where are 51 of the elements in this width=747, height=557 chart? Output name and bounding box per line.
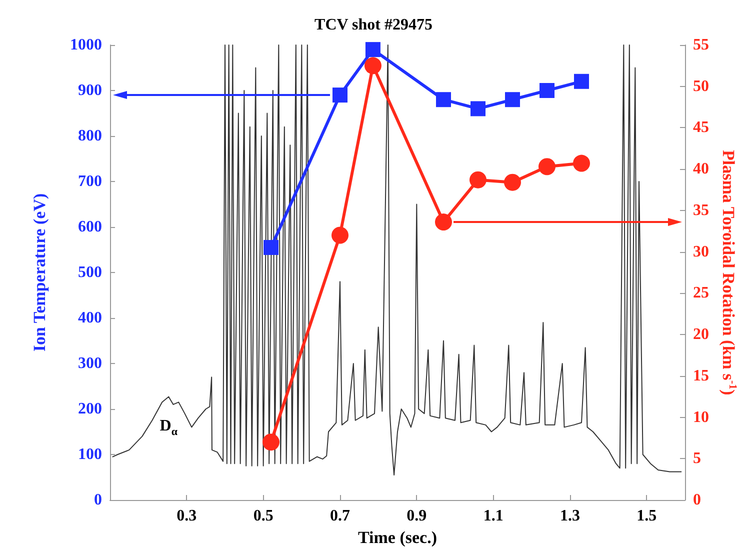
x-tick-label: 0.5 (253, 508, 274, 524)
point (332, 88, 348, 103)
point (264, 240, 278, 255)
y-tick-label: 300 (78, 355, 102, 372)
y2-tick-label: 55 (693, 36, 709, 54)
y2-tick-label: 50 (693, 78, 709, 95)
x-tick-label: 1.5 (636, 508, 657, 524)
y2-tick-label: 15 (693, 367, 709, 384)
point (504, 174, 521, 191)
x-axis-title: Time (sec.) (358, 528, 437, 547)
point (332, 226, 348, 244)
point (574, 74, 589, 89)
y-tick-label: 700 (78, 173, 102, 190)
y2-tick-label: 25 (693, 284, 709, 302)
y-tick-label: 1000 (70, 36, 102, 54)
point (364, 57, 382, 74)
x-tick-label: 0.9 (406, 508, 427, 524)
point (573, 154, 590, 172)
y-tick-label: 0 (94, 492, 102, 508)
point (505, 92, 520, 108)
point (470, 101, 486, 116)
x-tick-label: 0.7 (330, 508, 350, 524)
y2-tick-label: 40 (693, 160, 709, 178)
point (262, 434, 280, 451)
point (365, 42, 380, 58)
y-tick-label: 400 (78, 310, 102, 326)
point (470, 171, 486, 188)
point (435, 214, 452, 231)
y2-tick-label: 20 (693, 326, 709, 344)
y-tick-label: 600 (78, 218, 102, 236)
y-tick-label: 500 (78, 264, 102, 281)
point (538, 158, 556, 176)
x-tick-label: 1.1 (483, 508, 504, 524)
y2-tick-label: 5 (693, 450, 701, 468)
y-tick-label: 100 (78, 446, 102, 463)
x-tick-label: 0.3 (176, 508, 197, 524)
point (540, 83, 554, 98)
y2-tick-label: 10 (693, 408, 709, 426)
y-tick-label: 200 (78, 400, 102, 418)
y2-tick-label: 30 (693, 243, 709, 260)
point (436, 92, 451, 108)
chart-title: TCV shot #29475 (314, 16, 432, 34)
y2-tick-label: 0 (693, 492, 701, 508)
y2-axis-title: Plasma Toroidal Rotation (km s-1) (719, 150, 738, 396)
x-tick-label: 1.3 (560, 508, 580, 524)
y2-tick-label: 45 (693, 119, 709, 136)
y-axis-title: Ion Temperature (eV) (30, 193, 49, 352)
y2-tick-label: 35 (693, 202, 709, 219)
y-tick-label: 800 (78, 128, 102, 144)
y-tick-label: 900 (78, 82, 102, 99)
line-series (112, 44, 682, 476)
